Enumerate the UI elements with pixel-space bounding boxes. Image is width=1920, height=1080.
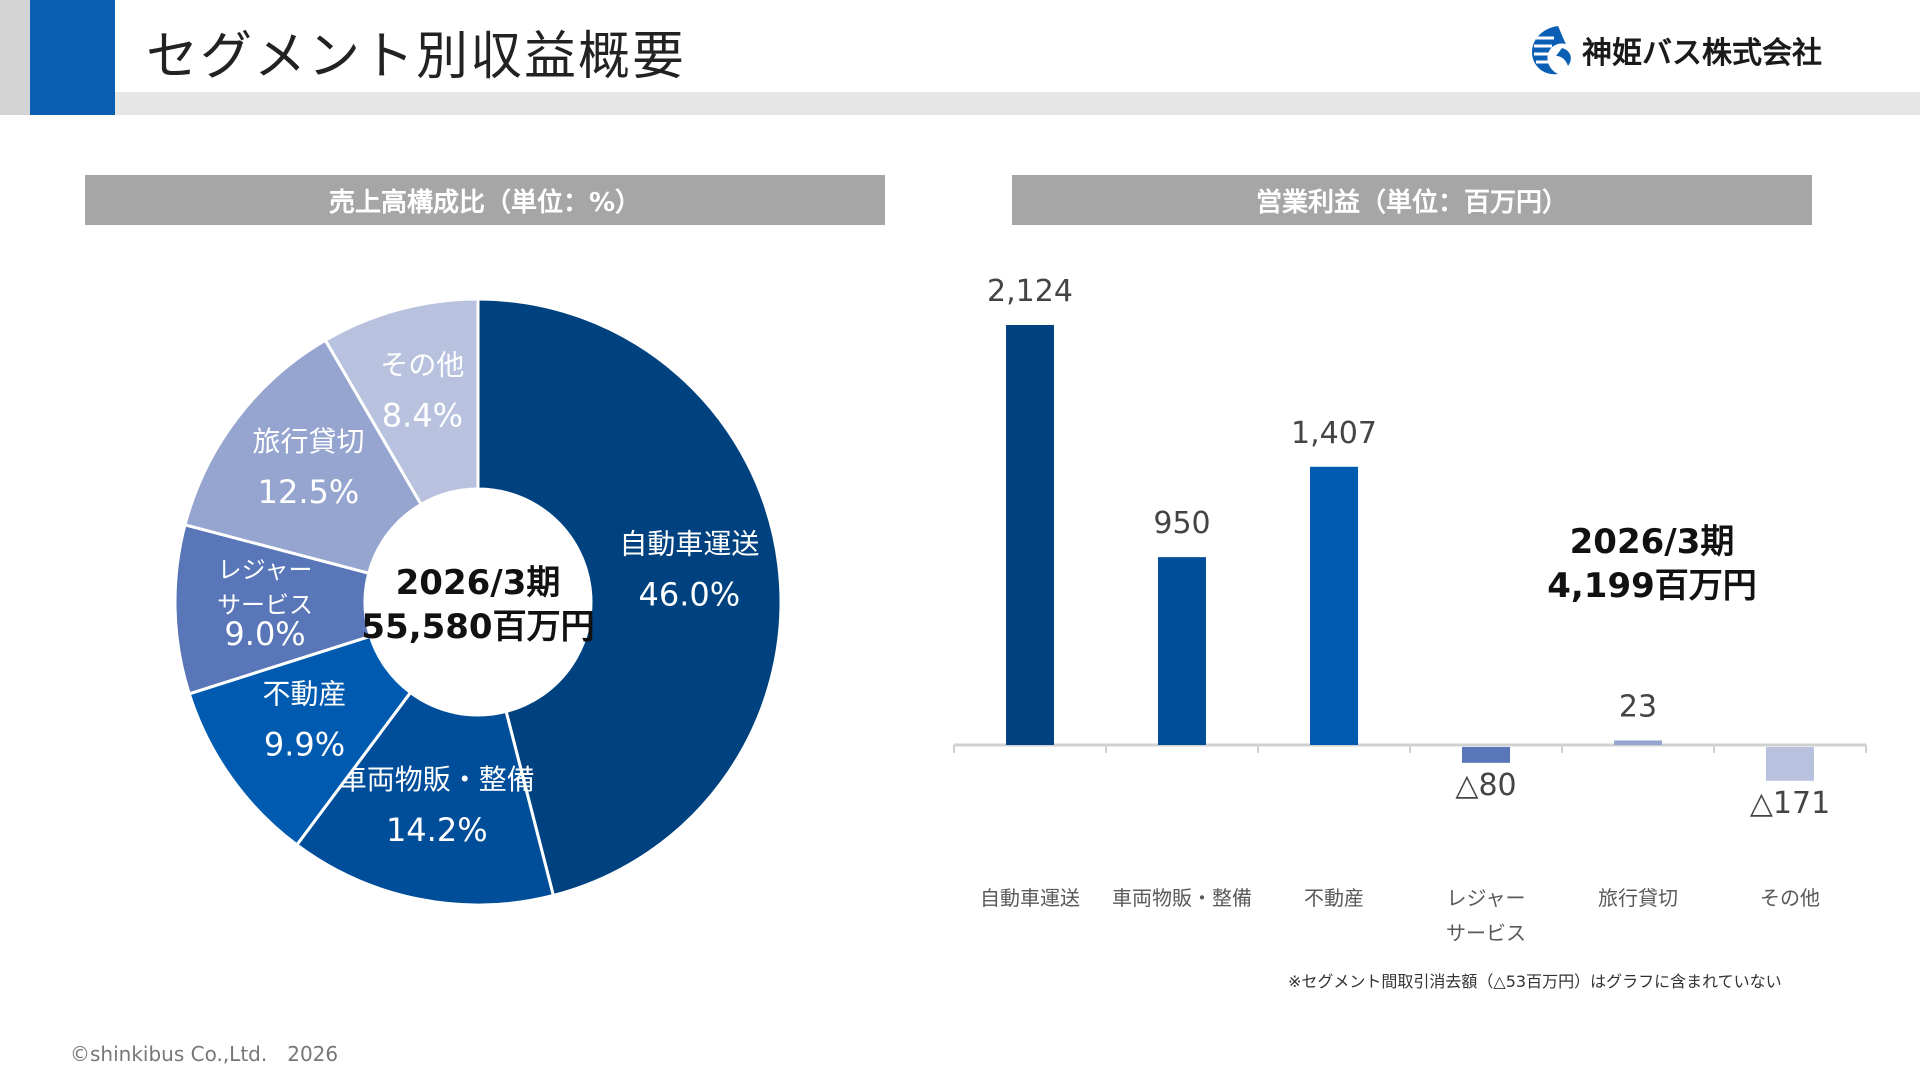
bird-logo-icon <box>1532 26 1571 75</box>
x-tick-label: 旅行貸切 <box>1598 886 1678 910</box>
bar-section-header: 営業利益（単位：百万円） <box>1012 175 1812 225</box>
pie-slice-label: 旅行貸切 <box>252 425 364 458</box>
pie-slice-value: 8.4% <box>382 396 463 434</box>
bar <box>1462 747 1510 763</box>
revenue-composition-pie-chart: 自動車運送 46.0% 車両物販・整備 14.2% 不動産 9.9% レジャーサービス9.0… <box>173 297 783 907</box>
pie-slice <box>323 297 480 507</box>
bar-value-label: 1,407 <box>1291 416 1377 451</box>
company-name: 神姫バス株式会社 <box>1582 36 1822 71</box>
pie-slice-label: レジャーサービス <box>217 556 313 619</box>
pie-slice-value: 14.2% <box>386 811 488 849</box>
operating-profit-bar-chart: 2,124 自動車運送 950 車両物販・整備 1,407 不動産 △80 レジャーサービス 2… <box>953 274 1867 945</box>
pie-slice-label: その他 <box>380 348 464 381</box>
pie-slice-label: 車両物販・整備 <box>339 763 535 796</box>
pie-slice <box>476 297 783 898</box>
x-tick-label: 不動産 <box>1304 886 1364 910</box>
pie-slice-value: 9.9% <box>264 726 345 764</box>
x-tick-label: 車両物販・整備 <box>1112 886 1252 910</box>
x-tick-label: レジャーサービス <box>1446 886 1526 945</box>
bar-total-label: 2026/3期 4,199百万円 <box>1547 522 1757 606</box>
pie-slice-value: 12.5% <box>258 473 360 511</box>
pie-slice <box>187 634 413 847</box>
bar <box>1006 325 1054 745</box>
bar-value-label: △171 <box>1750 786 1830 821</box>
copyright: ©shinkibus Co.,Ltd. 2026 <box>70 1042 339 1066</box>
x-tick-label: その他 <box>1760 886 1820 910</box>
pie-center-label: 2026/3期 55,580百万円 <box>361 563 594 647</box>
header-accent-block <box>30 0 115 115</box>
header-gray-strip <box>0 0 30 115</box>
page-title: セグメント別収益概要 <box>146 27 687 87</box>
pie-slice <box>183 338 424 576</box>
bar-value-label: △80 <box>1455 768 1516 803</box>
bar <box>1614 740 1662 745</box>
company-logo: 神姫バス株式会社 <box>1528 22 1822 78</box>
pie-slice-value: 46.0% <box>638 575 740 613</box>
header-underline-band <box>115 92 1920 115</box>
pie-slice-value: 9.0% <box>224 615 305 653</box>
bar <box>1158 557 1206 745</box>
footnote: ※セグメント間取引消去額（△53百万円）はグラフに含まれていない <box>1288 972 1782 991</box>
x-tick-label: 自動車運送 <box>980 886 1080 910</box>
pie-slice <box>294 690 556 907</box>
bar-value-label: 23 <box>1619 689 1657 724</box>
pie-section-header: 売上高構成比（単位：%） <box>85 175 885 225</box>
pie-slice-label: 不動産 <box>262 678 346 711</box>
bar <box>1766 747 1814 781</box>
pie-slice-label: 自動車運送 <box>619 527 759 560</box>
bar-value-label: 2,124 <box>987 274 1073 309</box>
bar <box>1310 466 1358 745</box>
bar-value-label: 950 <box>1153 506 1210 541</box>
